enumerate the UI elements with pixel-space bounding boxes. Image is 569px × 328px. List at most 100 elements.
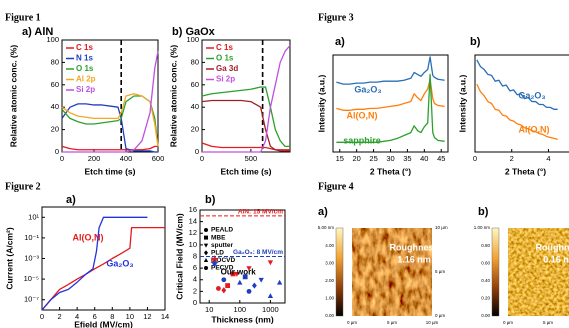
x-tick-label: 200	[88, 154, 101, 163]
y-tick-label: 20	[191, 125, 199, 134]
series-label: Al(O,N)	[347, 110, 378, 120]
x-tick-label: 0	[40, 312, 44, 321]
colorbar-tick-label: 1.00	[325, 296, 334, 301]
colorbar-tick-label: 0.80	[481, 243, 490, 248]
y-tick-label: 100	[46, 35, 59, 44]
x-tick-label: 1000	[262, 305, 279, 314]
x-tick-label: 30	[386, 154, 394, 163]
y-tick-label: 0	[55, 147, 59, 156]
y-tick-label: 80	[191, 57, 199, 66]
panel-title: b)	[205, 194, 216, 206]
y-tick-label: 60	[51, 80, 59, 89]
legend-label: Si 2p	[76, 85, 95, 94]
x-tick-label: 0 µm	[347, 320, 357, 325]
x-tick-label: 0	[473, 154, 477, 163]
x-tick-label: 35	[403, 154, 411, 163]
legend-label: Si 2p	[216, 75, 235, 84]
x-tick-label: 20	[353, 154, 361, 163]
figure-page: Figure 1Figure 2Figure 3Figure 4a) AlNEt…	[0, 0, 569, 328]
legend-label: Ga 3d	[216, 64, 238, 73]
colorbar-tick-label: 3.00	[325, 260, 334, 265]
x-tick-label: 2	[57, 312, 61, 321]
reference-label: Ga₂O₃: 8 MV/cm	[233, 249, 283, 256]
x-axis-label: Etch time (s)	[84, 166, 135, 176]
x-tick-label: 45	[437, 154, 445, 163]
colorbar-tick-label: 0.20	[481, 296, 490, 301]
afm-image	[508, 228, 569, 316]
y-tick-label: 40	[51, 102, 59, 111]
legend-label: PEALD	[211, 227, 233, 234]
colorbar-tick-label: 4.00	[325, 243, 334, 248]
y-tick-label: 10¹	[28, 212, 39, 221]
y-tick-label: 12	[189, 228, 197, 237]
y-axis-label: Intensity (a.u.)	[457, 75, 467, 133]
x-tick-label: 0	[60, 154, 64, 163]
y-tick-label: 10	[189, 240, 197, 249]
x-tick-label: 12	[143, 312, 151, 321]
x-tick-label: 40	[420, 154, 428, 163]
legend-label: MBE	[211, 234, 226, 241]
colorbar	[336, 228, 343, 316]
series-label: Ga₂O₃	[106, 258, 133, 268]
y-tick-label: 6	[193, 263, 197, 272]
data-point	[247, 289, 252, 294]
x-tick-label: 400	[120, 154, 133, 163]
roughness-label: 1.16 nm	[397, 254, 431, 264]
afm-image	[352, 228, 432, 316]
y-tick-label: 0 µm	[435, 313, 445, 318]
colorbar	[492, 228, 499, 316]
panel-title: b)	[470, 36, 481, 48]
y-tick-label: 10⁻³	[24, 253, 39, 262]
y-tick-label: 0	[195, 147, 199, 156]
colorbar-tick-label: 0.00	[481, 313, 490, 318]
legend-marker	[204, 266, 208, 270]
colorbar-tick-label: 2.00	[325, 278, 334, 283]
legend-label: PLD	[211, 250, 224, 257]
data-point	[216, 286, 221, 291]
y-tick-label: 4	[193, 275, 197, 284]
legend-label: Al 2p	[76, 75, 96, 84]
x-tick-label: 10	[205, 305, 213, 314]
y-tick-label: 10 µm	[435, 225, 448, 230]
series-label: Ga₂O₃	[518, 90, 545, 100]
y-tick-label: 10⁻⁷	[24, 295, 39, 304]
y-tick-label: 8	[193, 251, 197, 260]
y-tick-label: 5 µm	[435, 269, 445, 274]
y-tick-label: 20	[51, 125, 59, 134]
x-axis-label: Efield (MV/cm)	[74, 319, 133, 328]
x-tick-label: 5 µm	[543, 320, 553, 325]
colorbar-tick-label: 0.00	[325, 313, 334, 318]
panel-title: b)	[478, 206, 489, 218]
x-axis-label: Thickness (nm)	[211, 314, 274, 324]
y-tick-label: 10⁻⁵	[24, 274, 39, 283]
roughness-label: Roughness	[535, 242, 569, 252]
figure-label: Figure 1	[5, 12, 41, 23]
x-tick-label: 15	[336, 154, 344, 163]
y-tick-label: 60	[191, 80, 199, 89]
x-tick-label: 14	[161, 312, 169, 321]
roughness-label: Roughness	[389, 242, 438, 252]
legend-label: N 1s	[76, 54, 93, 63]
y-tick-label: 10⁻¹	[24, 233, 39, 242]
legend-label: O 1s	[216, 54, 234, 63]
y-tick-label: 14	[189, 217, 197, 226]
panel-title: a)	[318, 206, 328, 218]
x-tick-label: 5 µm	[387, 320, 397, 325]
series-label: Ga₂O₃	[354, 84, 381, 94]
y-tick-label: 40	[191, 102, 199, 111]
x-tick-label: 100	[234, 305, 247, 314]
series-label: sapphire	[343, 135, 381, 145]
y-axis-label: Current (A/cm²)	[4, 227, 14, 290]
panel-title: a)	[335, 36, 345, 48]
x-tick-label: 25	[369, 154, 377, 163]
reference-label: AlN: 15 MV/cm	[238, 209, 283, 216]
x-tick-label: 600	[152, 154, 165, 163]
series-label: Al(O,N)	[519, 124, 550, 134]
figure-label: Figure 3	[318, 12, 354, 23]
y-tick-label: 80	[51, 57, 59, 66]
x-tick-label: 10	[126, 312, 134, 321]
y-axis-label: Relative atomic conc. (%)	[8, 45, 18, 148]
figure-label: Figure 2	[5, 181, 41, 192]
y-axis-label: Relative atomic conc. (%)	[168, 45, 178, 148]
colorbar-tick-label: 0.40	[481, 278, 490, 283]
